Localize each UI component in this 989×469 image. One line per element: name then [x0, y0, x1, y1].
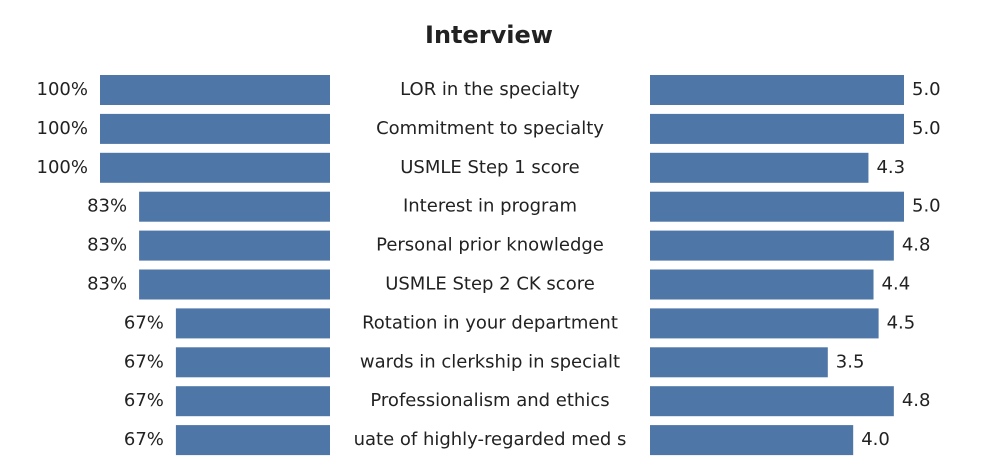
value-label: 100% [37, 79, 88, 100]
bar [175, 308, 330, 339]
value-label: 5.0 [912, 79, 941, 100]
bar [100, 152, 330, 183]
value-label: 83% [87, 235, 127, 256]
bar [175, 347, 330, 378]
category-label: uate of highly-regarded med s [354, 429, 627, 450]
value-label: 3.5 [836, 351, 865, 372]
bar [650, 152, 869, 183]
category-label: Commitment to specialty [376, 118, 604, 139]
category-label: wards in clerkship in specialt [360, 351, 620, 372]
value-label: 4.8 [902, 235, 931, 256]
bar [139, 269, 330, 300]
value-label: 100% [37, 157, 88, 178]
bar [175, 425, 330, 456]
bar [650, 425, 854, 456]
bar [650, 347, 828, 378]
category-labels: LOR in the specialty Commitment to specia… [354, 79, 627, 450]
bar [139, 230, 330, 261]
bar [650, 386, 894, 417]
bar [175, 386, 330, 417]
chart-title: Interview [425, 21, 553, 49]
value-label: 83% [87, 196, 127, 217]
value-label: 67% [124, 429, 164, 450]
category-label: Professionalism and ethics [370, 390, 609, 411]
bar [650, 75, 904, 105]
bar [650, 308, 879, 339]
value-label: 4.5 [887, 312, 916, 333]
bar [650, 191, 904, 222]
bar [650, 269, 874, 300]
value-label: 67% [124, 351, 164, 372]
category-label: USMLE Step 2 CK score [385, 274, 595, 295]
bar [100, 113, 330, 144]
bar [650, 113, 904, 144]
value-label: 5.0 [912, 118, 941, 139]
value-label: 4.0 [861, 429, 890, 450]
category-label: LOR in the specialty [400, 79, 580, 100]
value-label: 4.4 [882, 274, 911, 295]
value-label: 83% [87, 274, 127, 295]
category-label: Personal prior knowledge [376, 235, 604, 256]
category-label: Interest in program [403, 196, 577, 217]
value-label: 4.8 [902, 390, 931, 411]
bar [100, 75, 330, 105]
value-label: 67% [124, 312, 164, 333]
value-label: 5.0 [912, 196, 941, 217]
category-label: Rotation in your department [362, 312, 618, 333]
bar [139, 191, 330, 222]
bar [650, 230, 894, 261]
value-label: 67% [124, 390, 164, 411]
value-label: 4.3 [876, 157, 905, 178]
category-label: USMLE Step 1 score [400, 157, 580, 178]
value-label: 100% [37, 118, 88, 139]
